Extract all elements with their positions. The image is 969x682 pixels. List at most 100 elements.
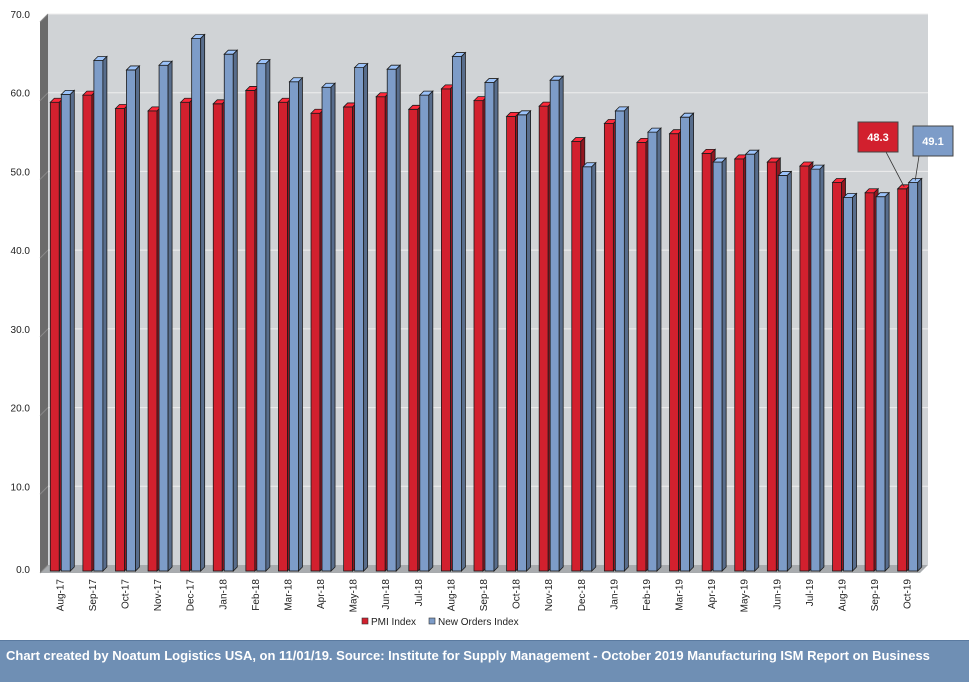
x-tick-label: May-19: [740, 579, 751, 613]
bar-new-orders: [745, 153, 756, 572]
bar-new-orders: [908, 182, 919, 572]
bar-side-face: [493, 77, 499, 572]
bar-new-orders: [517, 114, 527, 572]
bar-new-orders: [843, 197, 853, 572]
side-gridline: [39, 328, 49, 338]
callout-new-orders-value: 49.1: [922, 136, 943, 148]
footer-credit-text: Chart created by Noatum Logistics USA, o…: [6, 648, 930, 663]
bar-pmi: [669, 133, 679, 572]
bar-pmi: [343, 106, 354, 572]
bar-pmi: [603, 123, 614, 572]
y-tick-label: 40.0: [11, 246, 31, 257]
bar-side-face: [656, 127, 662, 572]
x-tick-label: Dec-18: [577, 579, 588, 612]
y-tick-label: 70.0: [11, 10, 31, 21]
x-tick-label: Nov-17: [153, 579, 164, 612]
bar-pmi: [245, 90, 256, 572]
bar-new-orders: [93, 60, 104, 572]
bar-new-orders: [452, 56, 462, 572]
x-tick-label: Nov-18: [544, 579, 555, 612]
side-gridline: [39, 407, 49, 416]
x-tick-label: May-18: [349, 579, 360, 613]
bar-new-orders: [158, 64, 169, 572]
bar-pmi: [310, 112, 321, 572]
side-gridline: [39, 13, 49, 23]
bar-new-orders: [549, 79, 560, 572]
chart-area: 0.0 10.0 20.0 30.0 40.0 50.0 60.0 70.0 Aug-17 Sep…: [11, 10, 954, 628]
bar-new-orders: [647, 131, 658, 572]
callout-pmi-value: 48.3: [867, 132, 888, 144]
side-gridline: [39, 171, 49, 180]
bar-pmi: [832, 182, 842, 572]
footer-bar: Chart created by Noatum Logistics USA, o…: [0, 640, 969, 682]
x-tick-label: Sep-17: [88, 579, 99, 612]
callout-new-orders: [912, 125, 954, 157]
bar-pmi: [897, 188, 908, 572]
bar-new-orders: [484, 82, 495, 572]
legend-label-new-orders: New Orders Index: [438, 617, 519, 628]
bar-new-orders: [354, 67, 365, 572]
bar-side-face: [428, 90, 434, 572]
x-tick-label: Jun-19: [772, 579, 783, 610]
bar-new-orders: [419, 94, 430, 572]
bar-side-face: [330, 82, 336, 572]
x-tick-label: Jan-18: [218, 579, 229, 610]
legend-swatch-new-orders: [428, 617, 436, 625]
bar-pmi: [701, 152, 712, 572]
x-tick-label: Feb-19: [642, 579, 653, 611]
chart-svg: 0.0 10.0 20.0 30.0 40.0 50.0 60.0 70.0 Aug-17 Sep…: [11, 10, 954, 628]
bar-pmi: [864, 192, 875, 572]
bar-new-orders: [875, 196, 886, 572]
bar-new-orders: [777, 175, 788, 572]
bar-side-face: [69, 89, 75, 572]
legend-swatch-pmi: [361, 617, 369, 625]
bar-new-orders: [712, 161, 723, 572]
bar-pmi: [473, 100, 484, 572]
bar-pmi: [408, 108, 419, 572]
y-tick-label: 10.0: [11, 482, 31, 493]
bar-side-face: [591, 161, 597, 572]
y-tick-label: 60.0: [11, 89, 31, 100]
side-gridline: [39, 249, 49, 259]
bar-new-orders: [289, 81, 299, 572]
bar-new-orders: [680, 116, 690, 572]
x-tick-label: Feb-18: [251, 579, 262, 611]
bar-pmi: [180, 101, 191, 572]
bar-pmi: [82, 94, 93, 572]
x-tick-label: Sep-19: [870, 579, 881, 612]
x-tick-label: Oct-18: [512, 579, 523, 609]
bar-new-orders: [191, 38, 202, 572]
callout-pmi: [857, 121, 899, 153]
bar-side-face: [461, 51, 466, 572]
bar-side-face: [819, 164, 825, 572]
bar-pmi: [636, 141, 647, 572]
bar-side-face: [917, 177, 923, 572]
bar-pmi: [278, 101, 288, 572]
y-tick-label: 0.0: [16, 565, 30, 576]
side-gridline: [39, 485, 49, 495]
bar-pmi: [799, 165, 810, 572]
bar-pmi: [538, 105, 549, 572]
bar-pmi: [766, 161, 777, 572]
bar-pmi: [147, 110, 158, 572]
bar-side-face: [232, 49, 238, 572]
x-tick-label: Mar-18: [283, 579, 294, 611]
bar-new-orders: [810, 168, 821, 572]
x-tick-label: Aug-18: [446, 579, 457, 612]
bar-pmi: [506, 115, 516, 572]
plot-side-wall: [40, 14, 48, 573]
bar-side-face: [852, 192, 857, 572]
bar-new-orders: [614, 110, 625, 572]
side-gridline: [39, 92, 49, 102]
bar-new-orders: [386, 68, 397, 572]
x-tick-label: Jan-19: [609, 579, 620, 610]
bar-new-orders: [256, 63, 267, 572]
side-gridline: [39, 564, 49, 574]
bar-side-face: [265, 58, 271, 572]
x-tick-label: Dec-17: [186, 579, 197, 612]
bar-side-face: [167, 60, 173, 572]
bar-side-face: [298, 76, 303, 572]
x-tick-label: Apr-18: [316, 579, 327, 609]
callout-leader: [914, 155, 920, 181]
bar-side-face: [395, 64, 401, 572]
